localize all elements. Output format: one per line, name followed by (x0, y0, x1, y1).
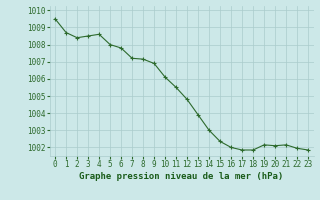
X-axis label: Graphe pression niveau de la mer (hPa): Graphe pression niveau de la mer (hPa) (79, 172, 284, 181)
